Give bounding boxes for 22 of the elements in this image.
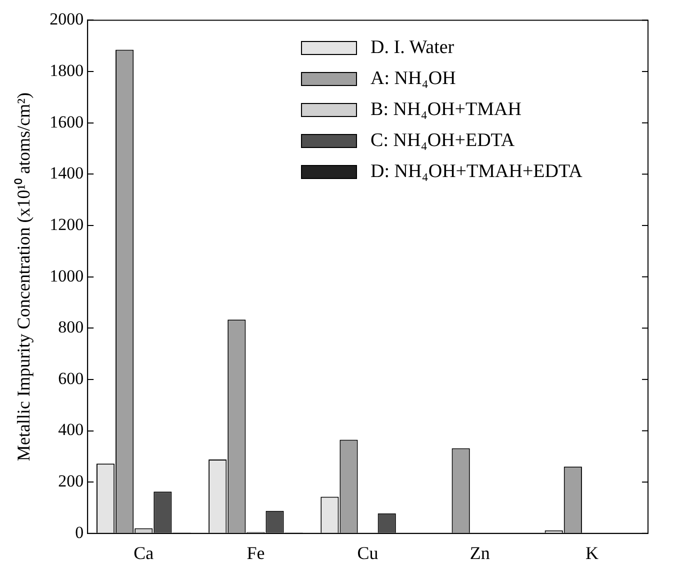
- x-tick-label: Ca: [134, 542, 154, 563]
- legend-label: C: NH₄OH+EDTA: [370, 130, 515, 152]
- y-axis-title: Metallic Impurity Concentration (x10¹⁰ atoms/cm²): [14, 92, 34, 462]
- x-tick-label: K: [585, 542, 598, 563]
- y-tick-label: 800: [58, 318, 84, 337]
- y-tick-label: 400: [58, 420, 84, 440]
- x-tick-label: Zn: [470, 542, 490, 563]
- y-tick-label: 1800: [50, 60, 84, 80]
- legend-label: B: NH₄OH+TMAH: [370, 98, 522, 121]
- legend-label: D: NH₄OH+TMAH+EDTA: [370, 160, 582, 183]
- y-tick-label: 200: [58, 472, 84, 491]
- y-tick-label: 600: [58, 368, 84, 388]
- x-tick-label: Cu: [357, 542, 378, 563]
- y-tick-label: 1200: [50, 214, 84, 234]
- y-tick-label: 0: [75, 522, 84, 542]
- x-tick-label: Fe: [246, 542, 265, 563]
- y-tick-label: 2000: [50, 10, 84, 29]
- legend-label: A: NH₄OH: [370, 68, 456, 90]
- y-tick-label: 1400: [50, 164, 84, 183]
- y-tick-label: 1600: [50, 112, 84, 132]
- legend-label: D. I. Water: [370, 36, 454, 59]
- y-tick-label: 1000: [50, 266, 84, 286]
